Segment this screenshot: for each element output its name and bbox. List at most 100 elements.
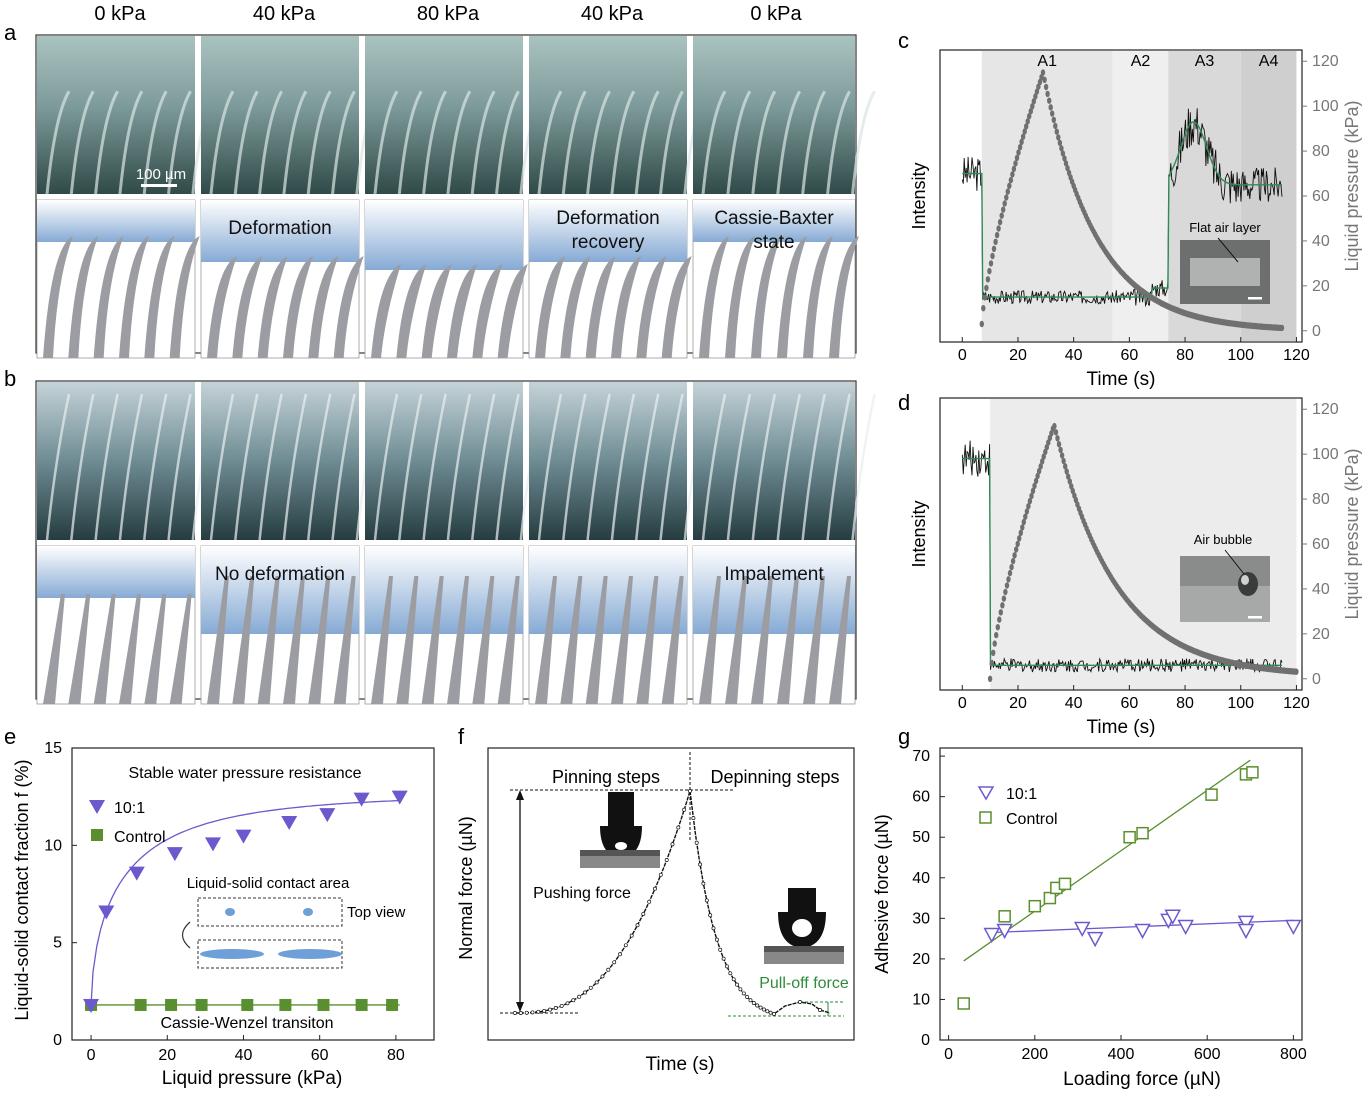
water-layer	[365, 200, 523, 270]
panel-label-d: d	[898, 390, 910, 415]
force-sample	[691, 816, 696, 821]
pressure-point	[999, 212, 1004, 219]
plot-frame-g	[939, 747, 1303, 1041]
fibre-highlight	[282, 393, 308, 541]
pressure-point	[1019, 138, 1024, 146]
fibre-highlight	[610, 90, 636, 195]
row-a: Deformation Deformation recovery Cassie-Bax…	[35, 34, 876, 359]
axes-g: 0 200 400 600 800 0 10 20 30 40 50 60 70	[912, 748, 1307, 1063]
force-sample	[701, 881, 706, 886]
pressure-point	[1047, 97, 1052, 104]
force-sample	[658, 872, 663, 877]
pressure-point	[1043, 83, 1049, 91]
fibre-schematic	[421, 576, 444, 704]
ratio-10-1-point	[1237, 923, 1255, 940]
pressure-point	[1053, 429, 1059, 436]
control-point	[1058, 877, 1072, 891]
fibre-schematic	[611, 576, 633, 704]
fibre-highlight	[701, 393, 727, 541]
fibre-highlight	[45, 90, 71, 195]
pressure-point	[1016, 149, 1021, 156]
pressure-point	[1017, 535, 1022, 542]
force-sample	[698, 862, 703, 867]
ratio-10-1-point	[204, 837, 221, 852]
fibre-highlight	[397, 90, 423, 195]
contact-dot	[225, 908, 235, 916]
fibre-highlight	[69, 90, 95, 195]
inset-photo-c: Flat air layer	[1180, 220, 1270, 304]
y-tick-label-right: 40	[1312, 233, 1330, 250]
pressure-point	[1017, 144, 1023, 151]
ratio-10-1-point	[983, 927, 1000, 944]
pressure-point	[1004, 582, 1010, 589]
air-bubble	[1238, 572, 1258, 596]
curved-arrow	[181, 921, 191, 949]
annotation: Pushing force	[533, 885, 631, 902]
fibre-highlight	[94, 90, 119, 195]
annotation: Stable water pressure resistance	[129, 765, 362, 782]
fibre-schematic	[699, 236, 729, 358]
force-sample	[594, 980, 599, 985]
pressure-point	[1033, 477, 1039, 485]
x-axis-label: Time (s)	[646, 1054, 715, 1075]
fibre-highlight	[634, 90, 660, 195]
row-b: No deformation Impalement	[35, 380, 876, 705]
ratio-10-1-point	[391, 790, 408, 805]
y-tick-label-right: 120	[1312, 53, 1339, 70]
pressure-point	[1051, 116, 1057, 124]
y-tick-label: 10	[912, 991, 930, 1008]
fibre-schematic	[43, 236, 73, 358]
y-axis-label: Liquid-solid contact fraction f (%)	[12, 759, 32, 1020]
fibre-highlight	[446, 393, 472, 541]
fibre-highlight	[331, 90, 356, 195]
fibre-schematic	[472, 576, 495, 704]
ratio-10-1-point	[1073, 921, 1091, 938]
pressure-point	[1052, 422, 1057, 430]
ratio-10-1-point	[1164, 909, 1181, 925]
schematic-label: Cassie-Baxter state	[714, 208, 834, 253]
fibre-schematic	[43, 594, 65, 704]
x-tick-label: 200	[1021, 1046, 1048, 1063]
y-tick-label-right: 60	[1312, 536, 1330, 553]
pressure-point	[1030, 103, 1035, 110]
fibre-highlight	[537, 393, 563, 541]
pressure-header: 0 kPa	[750, 3, 802, 25]
pressure-point	[1001, 595, 1007, 602]
pressure-point	[1035, 472, 1040, 480]
fibre-schematic	[803, 236, 833, 358]
y-tick-label-right: 60	[1312, 188, 1330, 205]
force-sample	[704, 898, 709, 903]
intensity-smooth	[962, 457, 1282, 666]
pressure-point	[1045, 90, 1050, 98]
force-sample	[676, 825, 681, 830]
label-line: Deformation	[228, 218, 332, 239]
pressure-point	[1020, 133, 1026, 140]
force-sample	[670, 842, 675, 847]
control-point	[998, 910, 1011, 923]
fibre-highlight	[561, 90, 587, 195]
pressure-point	[1008, 176, 1014, 184]
chart-f: Pinning steps Depinning steps Pushing fo…	[456, 747, 855, 1075]
water-layer	[693, 200, 855, 242]
force-sample	[524, 1010, 529, 1015]
fibre-highlight	[142, 393, 168, 541]
force-sample	[741, 991, 746, 996]
force-sample	[748, 998, 753, 1003]
inset-arrow	[1224, 549, 1245, 575]
legend-label: Control	[1006, 811, 1058, 828]
fibre-highlight	[851, 393, 876, 541]
micro-photo	[201, 382, 359, 540]
annotation: Top view	[347, 904, 406, 921]
pressure-point	[991, 245, 997, 252]
pressure-point	[1040, 69, 1046, 76]
y-tick-label-right: 40	[1312, 581, 1330, 598]
micro-photo	[693, 382, 855, 540]
fibre-highlight	[701, 90, 727, 195]
pressure-point	[1018, 529, 1023, 536]
droplet-pulloff-illustration	[764, 888, 844, 964]
force-sample	[694, 840, 699, 845]
pressure-point	[990, 252, 995, 260]
region-shading	[990, 399, 1297, 689]
fibre-schematic	[144, 594, 167, 704]
